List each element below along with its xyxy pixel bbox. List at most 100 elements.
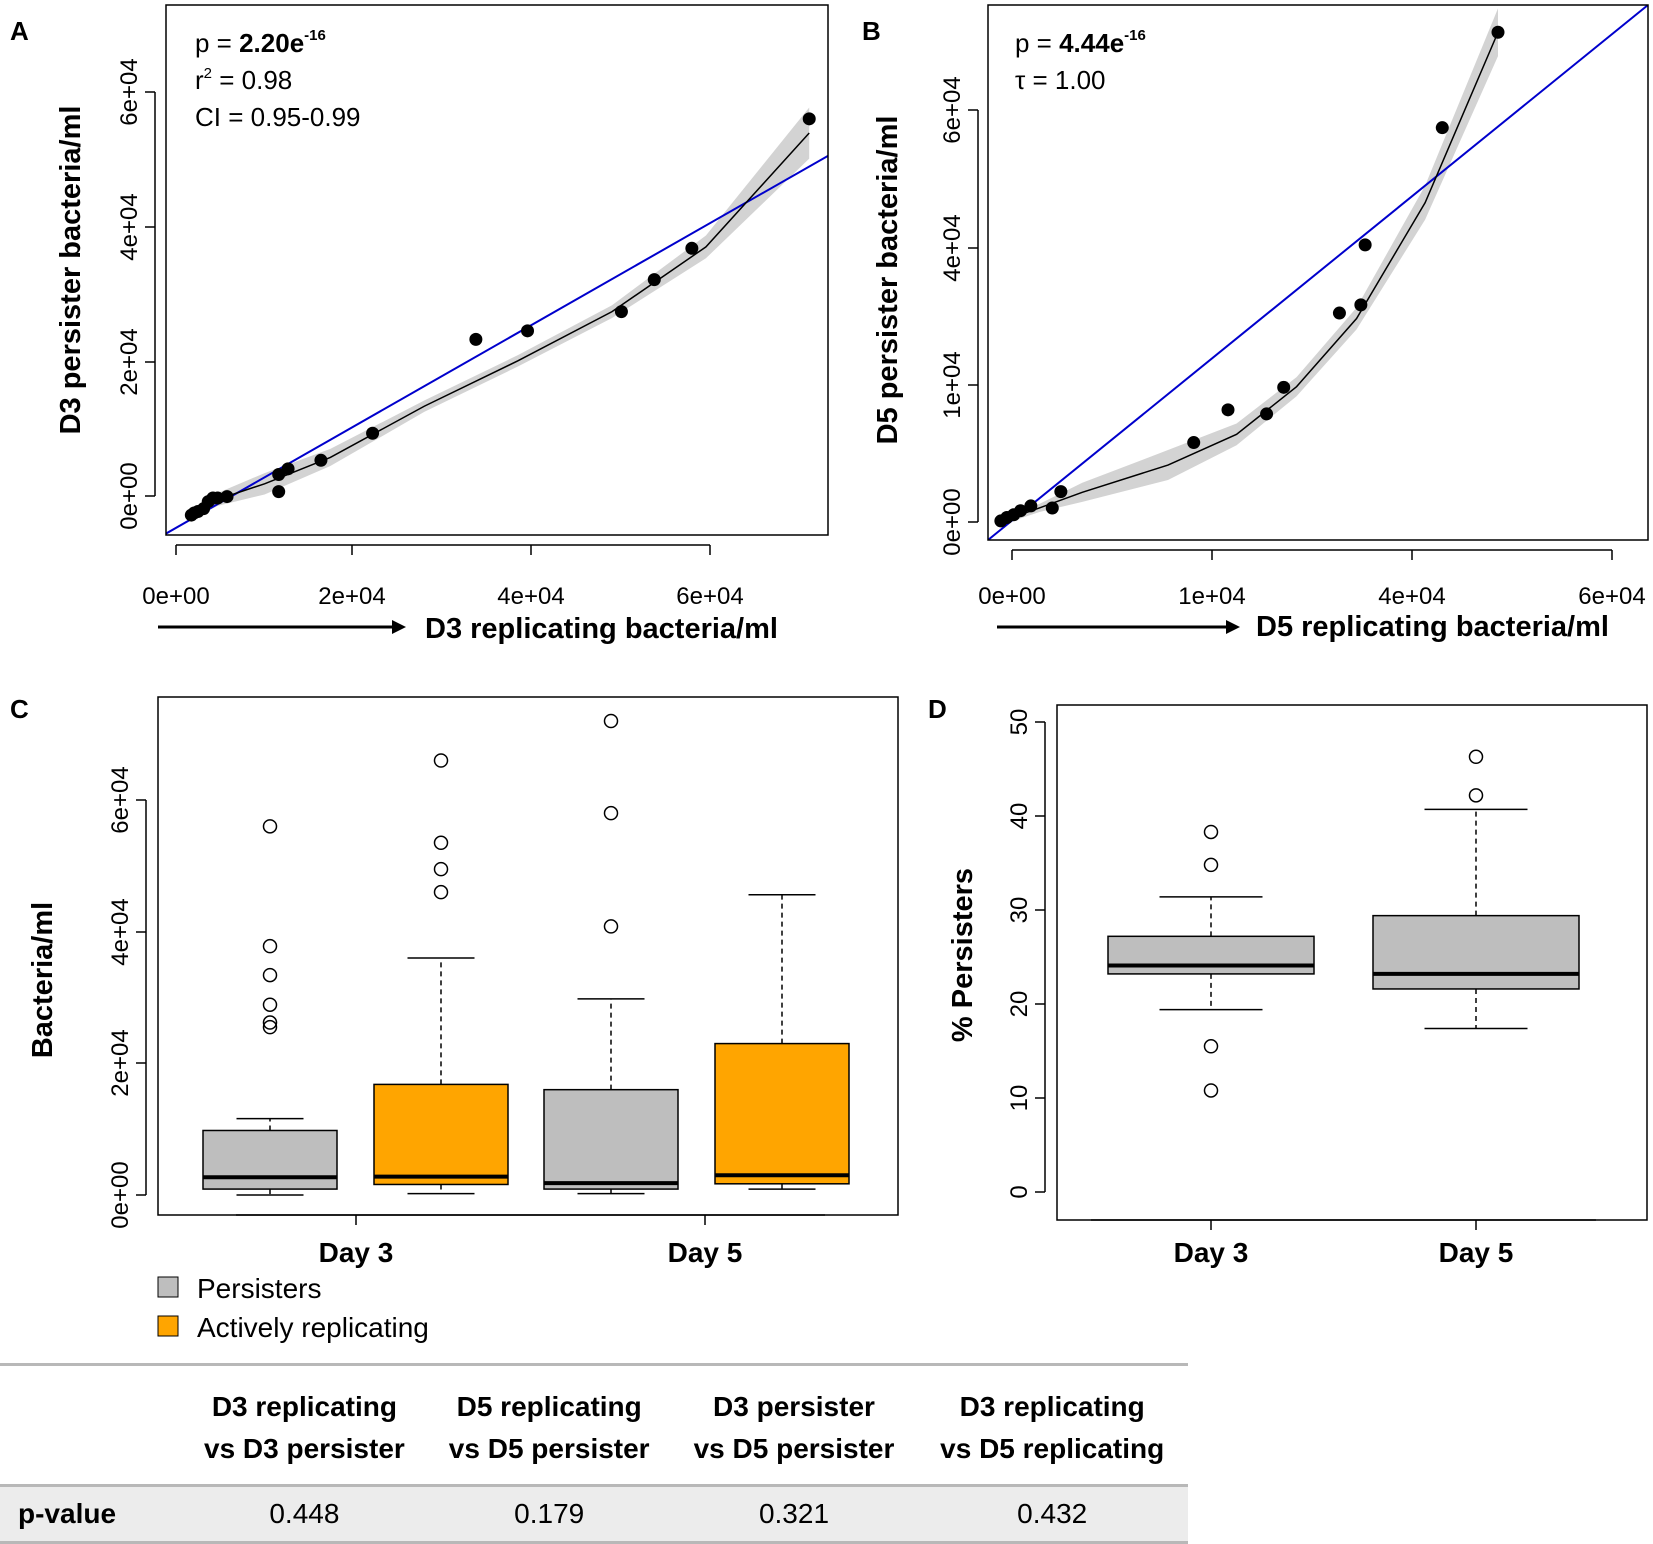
table-header-row: D3 replicating vs D3 persister D5 replica…	[0, 1363, 1188, 1487]
panel-d-y-tick-label: 50	[1006, 709, 1033, 736]
panel-b-annotation-tau: τ = 1.00	[1015, 65, 1106, 95]
panel-b-smooth-curve	[1000, 31, 1499, 523]
panel-a-data-point	[647, 273, 661, 287]
panel-c-outlier	[603, 713, 619, 729]
panel-c-y-tick-label: 2e+04	[107, 1029, 134, 1096]
panel-a-data-point	[220, 490, 234, 504]
panel-b-data-point	[1187, 436, 1201, 450]
panel-a-annotation-r2: r2 = 0.98	[195, 65, 292, 95]
panel-b-data-point	[1491, 25, 1505, 39]
panel-a-data-point	[685, 241, 699, 255]
panel-a-x-tick-label: 2e+04	[318, 583, 385, 610]
panel-b-data-point	[1277, 380, 1291, 394]
panel-a-x-arrowhead	[392, 620, 406, 634]
panel-c-box	[714, 1042, 850, 1185]
panel-a-y-tick-label: 6e+04	[116, 58, 143, 125]
panel-c-outlier	[262, 967, 278, 983]
panel-a-data-point	[802, 112, 816, 126]
panel-d-outlier	[1468, 749, 1484, 765]
panel-b-x-label: D5 replicating bacteria/ml	[1256, 611, 1609, 643]
panel-b-data-point	[1332, 306, 1346, 320]
panel-c-x-tick-label: Day 3	[319, 1237, 394, 1268]
panel-b-x-tick-label: 0e+00	[978, 583, 1045, 610]
panel-a-y-tick-label: 2e+04	[116, 328, 143, 395]
panel-c-outlier	[433, 753, 449, 768]
panel-d-y-tick-label: 10	[1006, 1085, 1033, 1112]
table-cell: 0.432	[916, 1485, 1188, 1544]
panel-b-letter: B	[862, 16, 881, 46]
panel-d-y-tick-label: 40	[1006, 803, 1033, 830]
panel-c-box	[543, 1088, 679, 1190]
panel-c-outlier	[262, 997, 278, 1012]
panel-a-x-tick-label: 0e+00	[142, 583, 209, 610]
panel-d-boxplot: D 0 10 20 30 40 50 Day 3 Day 5 % Persisters	[928, 694, 1648, 1268]
panel-c-outlier	[262, 1019, 278, 1035]
figure: A 0e+00 2e+04 4e+04 6e+04 0e+00 2e+04 4e+04 6e…	[10, 4, 1649, 1343]
panel-b-smooth-ci-band	[1000, 8, 1498, 526]
panel-a-data-point	[366, 426, 380, 440]
table-cell: 0.179	[426, 1485, 672, 1544]
panel-c-y-tick-label: 4e+04	[107, 898, 134, 965]
table-row: p-value 0.448 0.179 0.321 0.432	[0, 1485, 1188, 1544]
panel-b-annotation-p: p = 4.44e-16	[1015, 27, 1146, 58]
panel-b-x-tick-label: 6e+04	[1578, 583, 1645, 610]
panel-b-data-point	[1260, 407, 1274, 421]
table-header-cell: D3 replicating vs D3 persister	[182, 1363, 427, 1487]
panel-a-scatter: A 0e+00 2e+04 4e+04 6e+04 0e+00 2e+04 4e+04 6e…	[10, 4, 829, 645]
panel-a-data-point	[521, 324, 535, 338]
p-value-table: D3 replicating vs D3 persister D5 replica…	[0, 1363, 1188, 1544]
panel-a-regression-line	[166, 154, 828, 535]
table-row-label: p-value	[0, 1485, 182, 1544]
panel-a-letter: A	[10, 16, 29, 46]
panel-a-data-point	[314, 453, 328, 467]
panel-b-data-point	[1024, 499, 1038, 513]
panel-b-y-label: D5 persister bacteria/ml	[872, 116, 904, 445]
panel-c-x-tick-label: Day 5	[668, 1237, 743, 1268]
panel-a-x-tick-label: 4e+04	[497, 583, 564, 610]
panel-d-outlier	[1203, 857, 1219, 873]
panel-d-x-tick-label: Day 3	[1174, 1237, 1249, 1268]
panel-b-x-arrowhead	[1226, 620, 1240, 634]
panel-b-data-point	[1054, 485, 1068, 499]
panel-c-outlier	[262, 819, 278, 834]
panel-d-box	[1372, 914, 1580, 990]
panel-a-plot-frame	[165, 4, 829, 536]
panel-a-x-label: D3 replicating bacteria/ml	[425, 613, 778, 645]
panel-b-regression-line	[988, 5, 1648, 540]
panel-d-outlier	[1468, 788, 1484, 803]
panel-a-data-point	[614, 305, 628, 319]
panel-c-outlier	[433, 861, 449, 877]
panel-c-box	[202, 1129, 338, 1190]
panel-a-y-label: D3 persister bacteria/ml	[55, 106, 87, 435]
panel-c-letter: C	[10, 694, 29, 724]
panel-a-x-tick-label: 6e+04	[676, 583, 743, 610]
panel-b-data-point	[1045, 501, 1059, 515]
panel-b-data-point	[1358, 238, 1372, 252]
panel-b-data-point	[1435, 121, 1449, 135]
panel-c-outlier	[262, 1015, 278, 1030]
panel-b-y-tick-label: 6e+04	[939, 76, 966, 143]
panel-d-letter: D	[928, 694, 947, 724]
table-header-cell: D3 persister vs D5 persister	[671, 1363, 917, 1487]
panel-b-data-point	[1221, 403, 1235, 417]
table-cell: 0.448	[182, 1485, 427, 1544]
panel-b-data-point	[1354, 298, 1368, 312]
panel-d-x-tick-label: Day 5	[1439, 1237, 1514, 1268]
panel-d-y-tick-label: 20	[1006, 991, 1033, 1018]
table-corner	[0, 1363, 182, 1487]
panel-b-y-tick-label: 0e+00	[939, 488, 966, 555]
panel-c-outlier	[433, 835, 449, 851]
panel-a-smooth-ci-band	[189, 107, 810, 521]
panel-c-y-tick-label: 6e+04	[107, 766, 134, 833]
panel-c-y-tick-label: 0e+00	[107, 1161, 134, 1228]
panel-d-outlier	[1203, 1039, 1219, 1054]
panel-b-scatter: B 0e+00 1e+04 4e+04 6e+04 0e+00 1e+04 4e+04 6e…	[862, 4, 1649, 643]
panel-a-data-point	[272, 468, 286, 482]
panel-b-y-tick-label: 1e+04	[939, 351, 966, 418]
panel-c-y-label: Bacteria/ml	[27, 902, 59, 1058]
panel-b-x-tick-label: 4e+04	[1378, 583, 1445, 610]
panel-a-y-tick-label: 4e+04	[116, 193, 143, 260]
panel-b-x-tick-label: 1e+04	[1178, 583, 1245, 610]
panel-a-data-point	[469, 332, 483, 346]
panel-a-annotation-p: p = 2.20e-16	[195, 27, 326, 58]
